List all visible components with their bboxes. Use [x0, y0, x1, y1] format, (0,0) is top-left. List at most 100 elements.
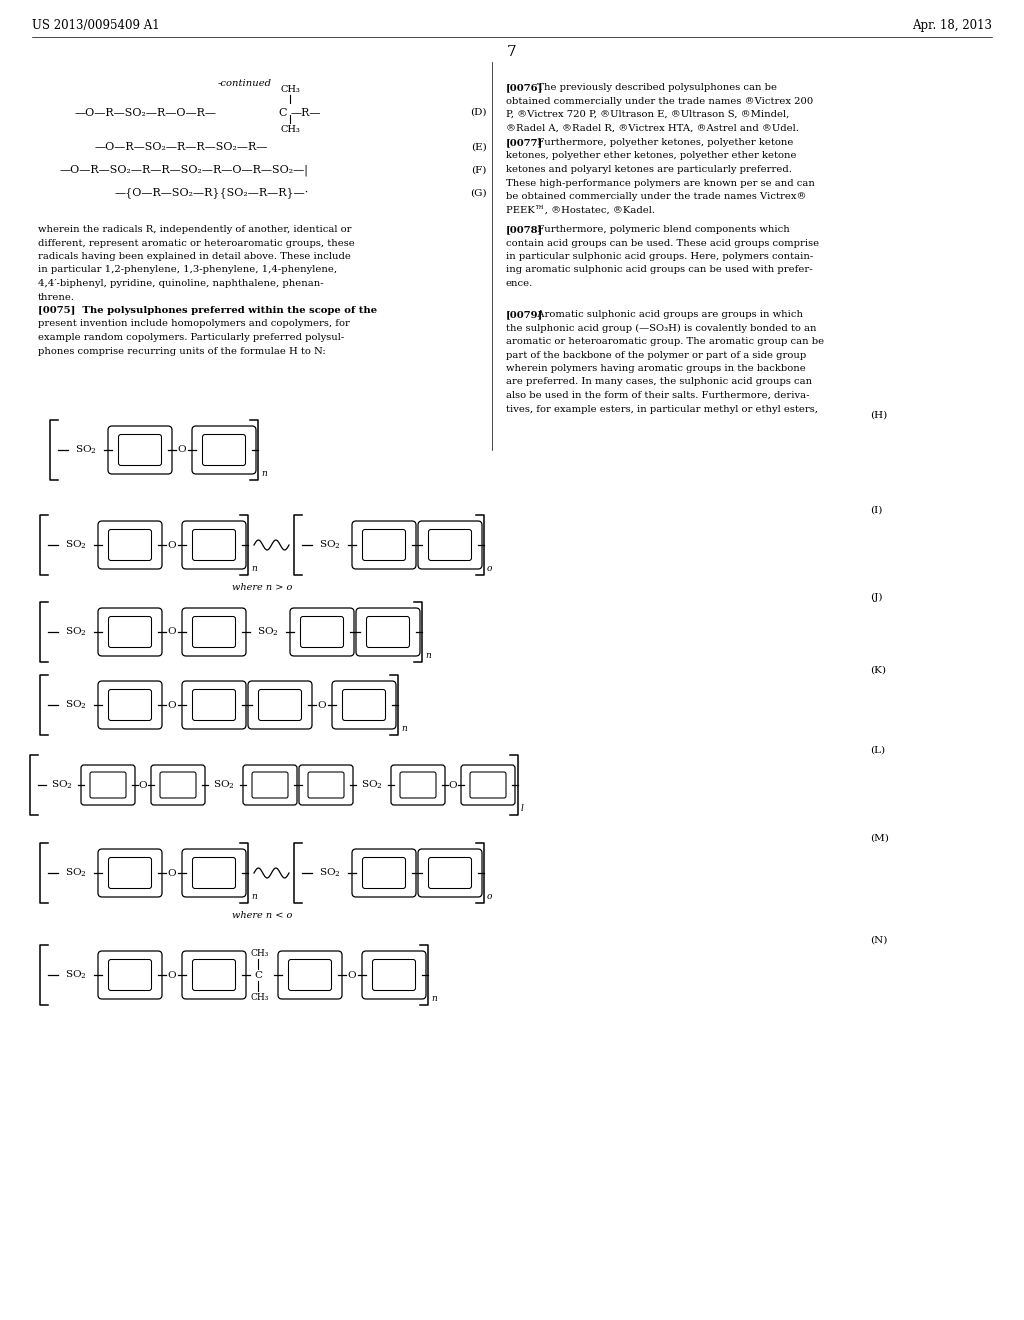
Text: ence.: ence. — [506, 279, 534, 288]
Text: $\mathregular{SO_2}$: $\mathregular{SO_2}$ — [257, 626, 279, 639]
Text: PEEK™, ®Hostatec, ®Kadel.: PEEK™, ®Hostatec, ®Kadel. — [506, 206, 655, 214]
Text: in particular 1,2-phenylene, 1,3-phenylene, 1,4-phenylene,: in particular 1,2-phenylene, 1,3-phenyle… — [38, 265, 337, 275]
Text: O: O — [449, 780, 458, 789]
FancyBboxPatch shape — [98, 849, 162, 898]
Text: in particular sulphonic acid groups. Here, polymers contain-: in particular sulphonic acid groups. Her… — [506, 252, 813, 261]
Text: (G): (G) — [470, 189, 487, 198]
Text: where n > o: where n > o — [231, 583, 292, 591]
FancyBboxPatch shape — [182, 950, 246, 999]
Text: Furthermore, polymeric blend components which: Furthermore, polymeric blend components … — [530, 224, 790, 234]
Text: ing aromatic sulphonic acid groups can be used with prefer-: ing aromatic sulphonic acid groups can b… — [506, 265, 813, 275]
FancyBboxPatch shape — [98, 521, 162, 569]
FancyBboxPatch shape — [356, 609, 420, 656]
Text: O: O — [138, 780, 147, 789]
Text: (I): (I) — [870, 506, 883, 515]
Text: ®Radel A, ®Radel R, ®Victrex HTA, ®Astrel and ®Udel.: ®Radel A, ®Radel R, ®Victrex HTA, ®Astre… — [506, 124, 799, 132]
Text: -continued: -continued — [218, 78, 272, 87]
Text: threne.: threne. — [38, 293, 75, 301]
Text: be obtained commercially under the trade names Victrex®: be obtained commercially under the trade… — [506, 191, 807, 201]
FancyBboxPatch shape — [248, 681, 312, 729]
FancyBboxPatch shape — [182, 849, 246, 898]
Text: o: o — [487, 892, 493, 902]
Text: [0075]  The polysulphones preferred within the scope of the: [0075] The polysulphones preferred withi… — [38, 306, 377, 315]
Text: ketones, polyether ether ketones, polyether ether ketone: ketones, polyether ether ketones, polyet… — [506, 152, 797, 161]
Text: US 2013/0095409 A1: US 2013/0095409 A1 — [32, 18, 160, 32]
Text: aromatic or heteroaromatic group. The aromatic group can be: aromatic or heteroaromatic group. The ar… — [506, 337, 824, 346]
Text: (D): (D) — [470, 107, 487, 116]
Text: —O—R—SO₂—R—R—SO₂—R—: —O—R—SO₂—R—R—SO₂—R— — [95, 143, 268, 152]
FancyBboxPatch shape — [182, 681, 246, 729]
Text: o: o — [487, 564, 493, 573]
Text: $\mathregular{SO_2}$: $\mathregular{SO_2}$ — [66, 626, 87, 639]
Text: wherein polymers having aromatic groups in the backbone: wherein polymers having aromatic groups … — [506, 364, 806, 374]
FancyBboxPatch shape — [193, 426, 256, 474]
Text: —R—: —R— — [291, 108, 322, 117]
Text: wherein the radicals R, independently of another, identical or: wherein the radicals R, independently of… — [38, 224, 351, 234]
Text: $\mathregular{SO_2}$: $\mathregular{SO_2}$ — [213, 779, 234, 791]
Text: (K): (K) — [870, 665, 886, 675]
Text: Apr. 18, 2013: Apr. 18, 2013 — [912, 18, 992, 32]
Text: ketones and polyaryl ketones are particularly preferred.: ketones and polyaryl ketones are particu… — [506, 165, 792, 174]
FancyBboxPatch shape — [98, 950, 162, 999]
Text: 7: 7 — [507, 45, 517, 59]
Text: Furthermore, polyether ketones, polyether ketone: Furthermore, polyether ketones, polyethe… — [530, 139, 794, 147]
Text: [0078]: [0078] — [506, 224, 544, 234]
FancyBboxPatch shape — [299, 766, 353, 805]
FancyBboxPatch shape — [81, 766, 135, 805]
FancyBboxPatch shape — [352, 849, 416, 898]
Text: O: O — [168, 970, 176, 979]
Text: the sulphonic acid group (—SO₃H) is covalently bonded to an: the sulphonic acid group (—SO₃H) is cova… — [506, 323, 816, 333]
Text: —O—R—SO₂—R—R—SO₂—R—O—R—SO₂—|: —O—R—SO₂—R—R—SO₂—R—O—R—SO₂—| — [60, 164, 309, 176]
Text: (J): (J) — [870, 593, 883, 602]
Text: $\mathregular{SO_2}$: $\mathregular{SO_2}$ — [66, 867, 87, 879]
Text: —{O—R—SO₂—R}{SO₂—R—R}—·: —{O—R—SO₂—R}{SO₂—R—R}—· — [115, 187, 309, 198]
Text: 4,4′-biphenyl, pyridine, quinoline, naphthalene, phenan-: 4,4′-biphenyl, pyridine, quinoline, naph… — [38, 279, 324, 288]
Text: n: n — [251, 892, 257, 902]
Text: phones comprise recurring units of the formulae H to N:: phones comprise recurring units of the f… — [38, 346, 326, 355]
Text: O: O — [168, 627, 176, 636]
Text: The previously described polysulphones can be: The previously described polysulphones c… — [530, 83, 777, 92]
Text: C: C — [279, 108, 288, 117]
Text: P, ®Victrex 720 P, ®Ultrason E, ®Ultrason S, ®Mindel,: P, ®Victrex 720 P, ®Ultrason E, ®Ultraso… — [506, 110, 790, 119]
Text: also be used in the form of their salts. Furthermore, deriva-: also be used in the form of their salts.… — [506, 391, 810, 400]
Text: These high-performance polymers are known per se and can: These high-performance polymers are know… — [506, 178, 815, 187]
Text: obtained commercially under the trade names ®Victrex 200: obtained commercially under the trade na… — [506, 96, 813, 106]
Text: —O—R—SO₂—R—O—R—: —O—R—SO₂—R—O—R— — [75, 108, 217, 117]
Text: contain acid groups can be used. These acid groups comprise: contain acid groups can be used. These a… — [506, 239, 819, 248]
Text: CH₃: CH₃ — [280, 125, 300, 135]
Text: O: O — [317, 701, 327, 710]
FancyBboxPatch shape — [151, 766, 205, 805]
Text: l: l — [521, 804, 524, 813]
Text: (H): (H) — [870, 411, 887, 420]
Text: [0079]: [0079] — [506, 310, 544, 319]
Text: $\mathregular{SO_2}$: $\mathregular{SO_2}$ — [361, 779, 383, 791]
Text: (M): (M) — [870, 833, 889, 842]
Text: CH₃: CH₃ — [251, 949, 269, 957]
Text: CH₃: CH₃ — [280, 86, 300, 95]
FancyBboxPatch shape — [290, 609, 354, 656]
Text: n: n — [261, 469, 266, 478]
Text: [0077]: [0077] — [506, 139, 544, 147]
FancyBboxPatch shape — [418, 849, 482, 898]
Text: radicals having been explained in detail above. These include: radicals having been explained in detail… — [38, 252, 351, 261]
Text: $\mathregular{SO_2}$: $\mathregular{SO_2}$ — [319, 539, 341, 552]
Text: (L): (L) — [870, 746, 885, 755]
Text: $\mathregular{SO_2}$: $\mathregular{SO_2}$ — [319, 867, 341, 879]
Text: O: O — [168, 869, 176, 878]
Text: O: O — [348, 970, 356, 979]
FancyBboxPatch shape — [362, 950, 426, 999]
Text: $\mathregular{SO_2}$: $\mathregular{SO_2}$ — [66, 969, 87, 981]
Text: are preferred. In many cases, the sulphonic acid groups can: are preferred. In many cases, the sulpho… — [506, 378, 812, 387]
Text: [0076]: [0076] — [506, 83, 544, 92]
Text: present invention include homopolymers and copolymers, for: present invention include homopolymers a… — [38, 319, 350, 329]
Text: O: O — [178, 446, 186, 454]
FancyBboxPatch shape — [418, 521, 482, 569]
FancyBboxPatch shape — [243, 766, 297, 805]
Text: Aromatic sulphonic acid groups are groups in which: Aromatic sulphonic acid groups are group… — [530, 310, 803, 319]
Text: n: n — [251, 564, 257, 573]
Text: O: O — [168, 540, 176, 549]
FancyBboxPatch shape — [98, 681, 162, 729]
FancyBboxPatch shape — [391, 766, 445, 805]
Text: n: n — [401, 723, 407, 733]
Text: (E): (E) — [471, 143, 487, 152]
